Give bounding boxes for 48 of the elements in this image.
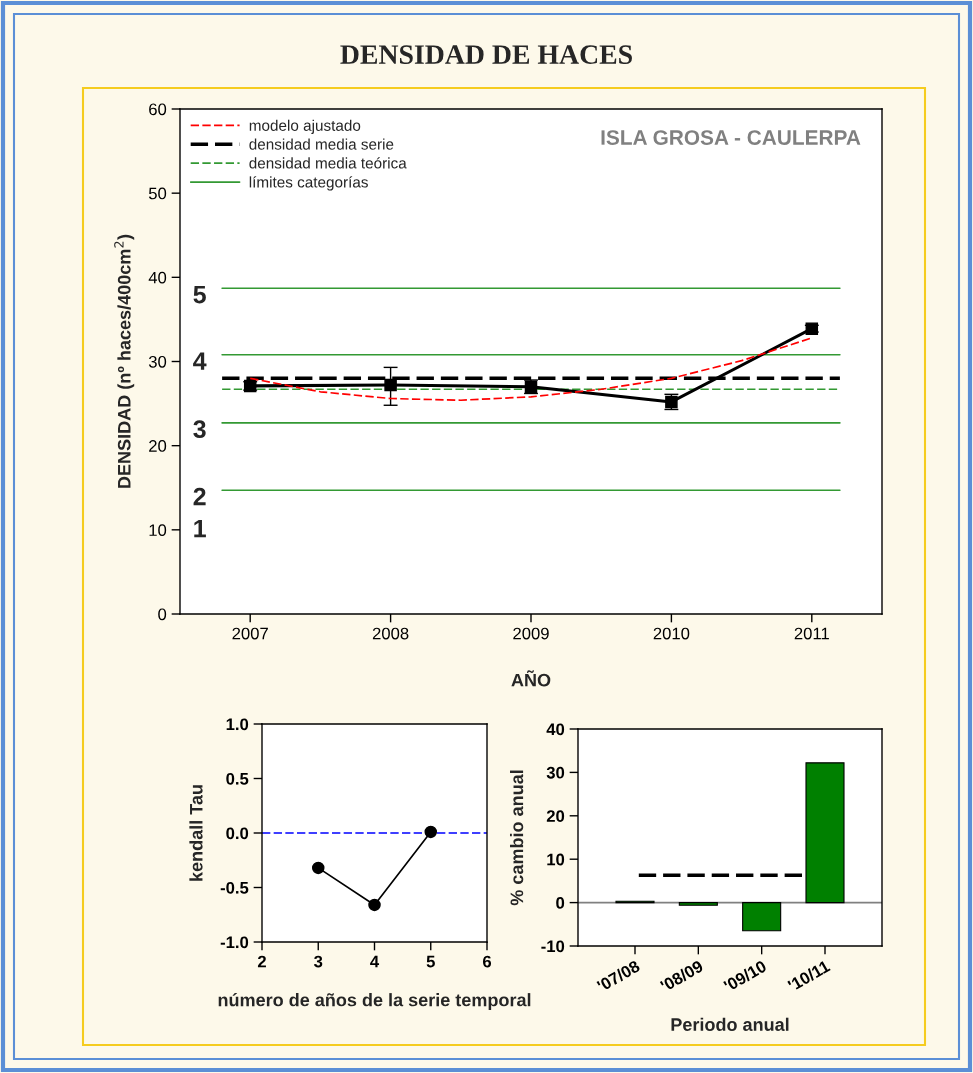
y-tick-label: -10: [541, 940, 565, 953]
y-tick-label: -1.0: [220, 936, 249, 949]
chart-title: DENSIDAD DE HACES: [340, 45, 632, 64]
annotation: 3: [193, 420, 206, 439]
y-tick-label: 0: [158, 608, 167, 621]
annotation: 2: [193, 487, 206, 506]
x-tick-label: 2007: [232, 627, 268, 640]
y-axis-title: kendall Tau: [189, 785, 203, 881]
y-tick-label: 10: [547, 853, 565, 866]
y-tick-label: 40: [148, 271, 167, 284]
legend-label: densidad media serie: [249, 138, 394, 150]
x-tick-label: '09/10: [722, 959, 768, 993]
y-tick-label: 1.0: [226, 718, 249, 731]
x-axis-title: AÑO: [511, 670, 551, 687]
x-axis-title: Periodo anual: [671, 1017, 789, 1031]
x-tick-label: 6: [482, 955, 492, 968]
x-tick-label: 2008: [372, 627, 409, 640]
y-axis-title: % cambio anual: [510, 770, 524, 906]
legend-label: densidad media teórica: [249, 157, 407, 169]
y-tick-label: 40: [546, 723, 565, 736]
x-tick-label: 4: [370, 955, 380, 968]
y-tick-label: 50: [148, 187, 167, 200]
y-tick-label: 30: [148, 355, 167, 368]
x-tick-label: 5: [426, 955, 435, 968]
x-tick-label: 3: [314, 955, 323, 968]
x-tick-label: '07/08: [596, 959, 641, 993]
y-tick-label: 20: [546, 810, 565, 822]
y-tick-label: -0.5: [220, 881, 249, 894]
y-tick-label: 30: [546, 766, 565, 779]
legend-label: límites categorías: [249, 176, 368, 191]
x-tick-label: 2009: [513, 627, 549, 640]
y-tick-label: 60: [149, 103, 167, 116]
annotation: 1: [194, 519, 206, 538]
x-tick-label: 2010: [653, 627, 690, 640]
y-tick-label: 0.0: [226, 827, 249, 840]
y-axis-title: DENSIDAD (nº haces/400cm$^{2}$): [114, 234, 135, 488]
x-tick-label: 2011: [794, 627, 829, 640]
annotation: 4: [193, 352, 207, 370]
annotation: ISLA GROSA - CAULERPA: [601, 130, 861, 145]
annotation: 5: [193, 285, 206, 304]
x-axis-title: número de años de la serie temporal: [218, 992, 531, 1010]
y-tick-label: 0.5: [226, 772, 249, 785]
y-tick-label: 0: [556, 897, 565, 909]
x-tick-label: '08/09: [659, 959, 705, 993]
y-tick-label: 20: [149, 440, 167, 452]
legend-label: modelo ajustado: [249, 119, 361, 134]
y-tick-label: 10: [149, 524, 167, 537]
x-tick-label: 2: [257, 955, 266, 968]
